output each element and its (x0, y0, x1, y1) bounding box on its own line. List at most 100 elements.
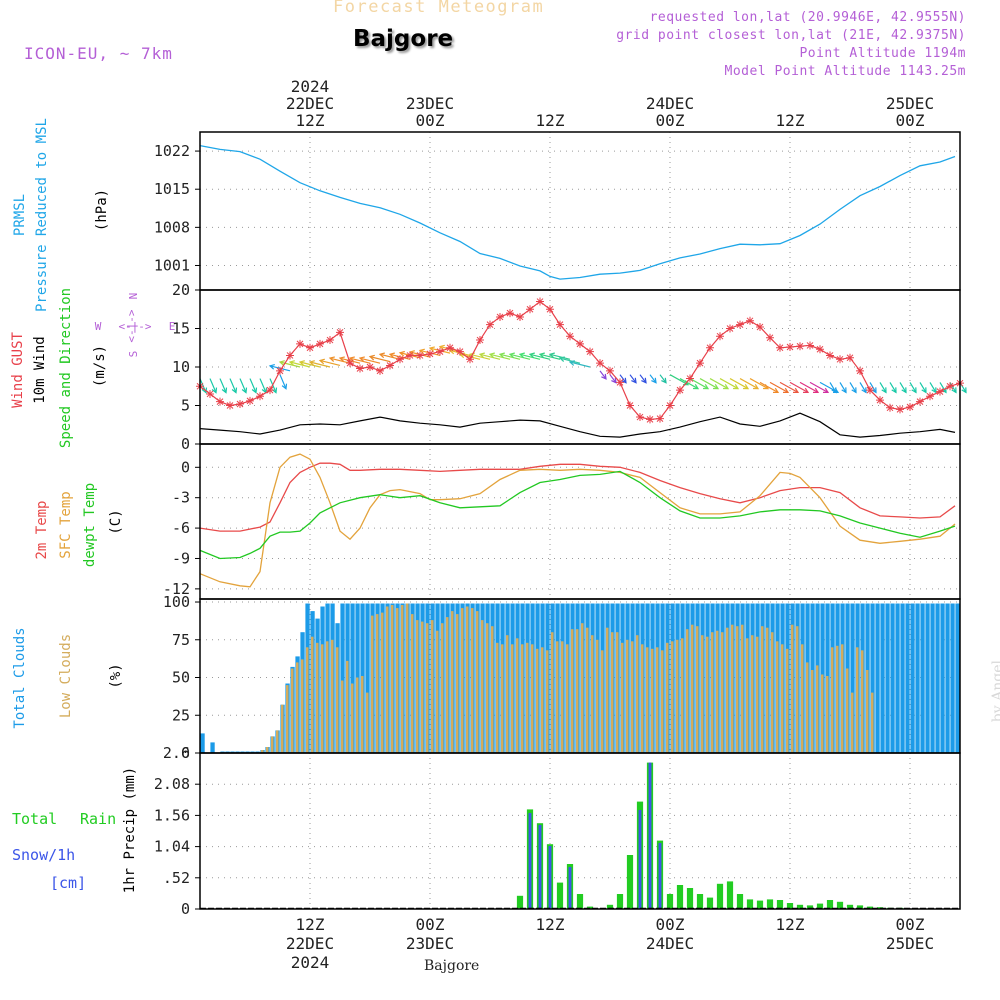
precip-panel: 0 .52 1.04 1.56 2.08 2.6 (154, 744, 960, 918)
low-cloud-bar (391, 605, 394, 753)
gust-marker (656, 414, 664, 423)
temperature-ylabel: dewpt Temp (82, 483, 98, 567)
wind-arrow (349, 357, 371, 364)
low-cloud-bar (766, 627, 769, 753)
low-cloud-bar (476, 611, 479, 753)
temperature-panel: -12 -9 -6 -3 0 (163, 453, 960, 598)
wind-arrow (639, 374, 647, 384)
low-cloud-bar (516, 638, 519, 753)
precip-ylabel: 1hr Precip (mm) (122, 767, 138, 893)
low-cloud-bar (446, 617, 449, 753)
t2m-line (199, 462, 956, 532)
low-cloud-bar (571, 629, 574, 753)
low-cloud-bar (646, 647, 649, 753)
low-cloud-bar (796, 626, 799, 753)
low-cloud-bar (676, 639, 679, 753)
low-cloud-bar (376, 614, 379, 753)
wind-ylabel: 10m Wind (32, 336, 48, 403)
gust-marker (356, 364, 364, 373)
top-time-tick-label: 12Z (536, 111, 565, 130)
total-cloud-bar (900, 603, 905, 753)
low-cloud-bar (601, 650, 604, 753)
gust-marker (556, 320, 564, 329)
total-cloud-bar (950, 603, 955, 753)
wind-arrow-head (901, 387, 907, 394)
wind-arrow (899, 382, 907, 393)
low-cloud-bar (496, 642, 499, 753)
dewpt-line (199, 470, 956, 560)
low-cloud-bar (276, 730, 279, 753)
low-cloud-bar (301, 659, 304, 753)
gust-marker (606, 366, 614, 375)
gust-marker (946, 382, 954, 391)
compass-north: N (127, 293, 140, 300)
wind-arrow (749, 378, 769, 390)
compass-west: W (95, 320, 102, 333)
wind-arrow (369, 356, 391, 363)
gust-markers (196, 297, 964, 424)
low-cloud-bar (436, 630, 439, 753)
rain-bar (516, 895, 524, 909)
gust-marker (706, 343, 714, 352)
rain-bar (726, 881, 734, 909)
wind-arrow-head (702, 383, 710, 390)
low-cloud-bar (406, 603, 409, 753)
rain-bar (626, 855, 634, 909)
wind-arrow (729, 378, 749, 390)
low-cloud-bar (531, 644, 534, 753)
wind-arrow (829, 382, 837, 393)
gust-marker (376, 366, 384, 375)
wind-arrow-head (641, 377, 647, 384)
low-cloud-bar (296, 662, 299, 753)
low-cloud-bar (636, 635, 639, 753)
compass-ew-arrow: <-|-> (118, 320, 151, 333)
gust-marker (456, 347, 464, 356)
wind-arrow-head (508, 352, 515, 359)
gust-marker (266, 386, 274, 395)
low-cloud-bar (411, 614, 414, 753)
low-cloud-bar (581, 623, 584, 753)
gust-marker (566, 332, 574, 341)
low-cloud-bar (536, 648, 539, 753)
rain-bar (686, 888, 694, 909)
gust-marker (256, 392, 264, 401)
wind-arrow-head (631, 377, 637, 384)
wind-arrow-head (621, 377, 627, 384)
gust-marker (926, 392, 934, 401)
gust-marker (916, 397, 924, 406)
total-cloud-bar (940, 603, 945, 753)
wind-arrow-head (651, 377, 657, 384)
gust-marker (806, 341, 814, 350)
top-time-tick-label: 00Z (656, 111, 685, 130)
clouds-y-tick-label: 50 (172, 669, 190, 687)
low-cloud-bar (486, 623, 489, 753)
total-cloud-bar (955, 603, 960, 753)
bottom-time-tick-label: 00Z (896, 915, 925, 934)
wind-y-tick-label: 20 (172, 281, 190, 299)
rain-bar (786, 903, 794, 909)
wind-arrow (569, 361, 591, 368)
low-cloud-bar (521, 644, 524, 753)
low-cloud-bar (541, 647, 544, 753)
wind-arrow-head (518, 352, 525, 359)
gust-marker (546, 305, 554, 314)
low-cloud-bar (771, 632, 774, 753)
top-time-tick-label: 22DEC (286, 94, 334, 113)
gust-marker (346, 359, 354, 368)
snow-label: Snow/1h (12, 846, 75, 864)
model-label: ICON-EU, ~ 7km (24, 44, 173, 63)
wind-arrow (499, 353, 521, 360)
clouds-y-tick-label: 25 (172, 706, 190, 724)
wind-arrow (329, 357, 351, 364)
wind-arrow-head (891, 387, 897, 394)
wind-arrow (319, 359, 341, 367)
rain-bar (766, 899, 774, 909)
low-cloud-bar (551, 632, 554, 753)
gust-marker (536, 297, 544, 306)
wind-arrow-head (428, 346, 435, 352)
low-cloud-bar (591, 635, 594, 753)
low-cloud-bar (661, 650, 664, 753)
point-altitude: Point Altitude 1194m (799, 46, 966, 61)
low-cloud-bar (626, 639, 629, 753)
low-cloud-bar (716, 630, 719, 753)
